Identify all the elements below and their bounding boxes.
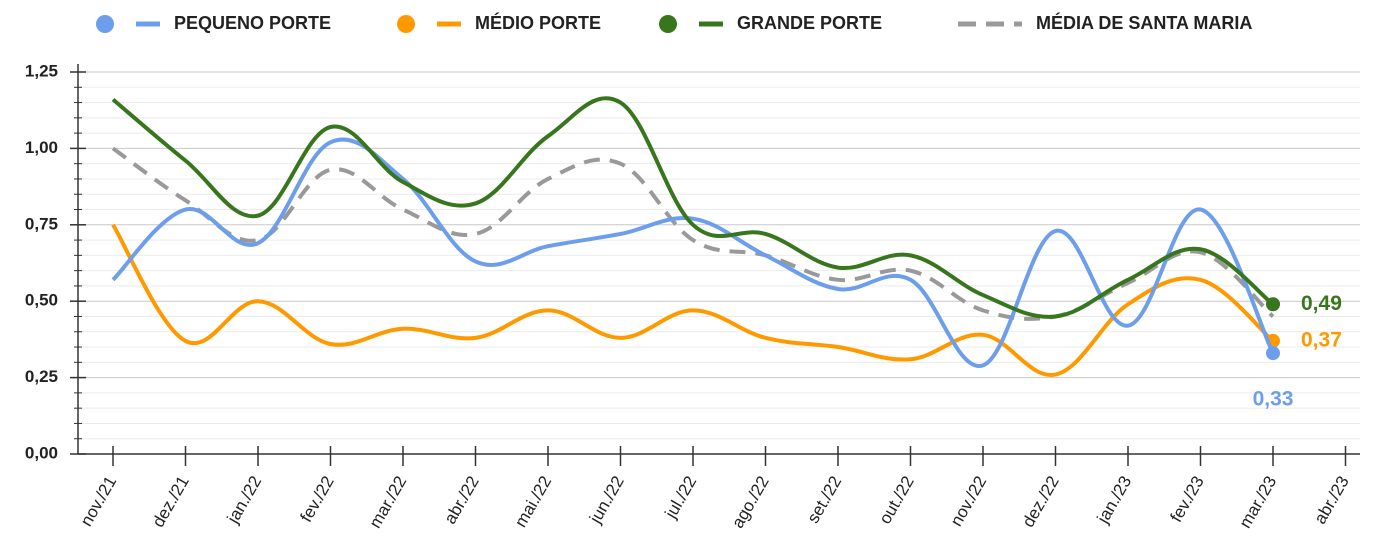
x-tick-label: out./22	[875, 473, 917, 528]
legend-label: GRANDE PORTE	[737, 13, 882, 33]
y-tick-label: 0,75	[25, 214, 58, 233]
legend-label: MÉDIO PORTE	[475, 12, 601, 33]
x-tick-label: abr./22	[440, 473, 482, 528]
legend-label: MÉDIA DE SANTA MARIA	[1036, 12, 1252, 33]
legend-marker	[96, 15, 114, 33]
y-tick-label: 0,50	[25, 291, 58, 310]
series-line	[111, 223, 1275, 377]
legend-marker	[659, 15, 677, 33]
end-marker	[1266, 297, 1280, 312]
y-tick-label: 1,25	[25, 61, 58, 80]
data-label: 0,37	[1301, 328, 1342, 351]
x-tick-label: abr./23	[1310, 473, 1352, 528]
series-line	[111, 96, 1275, 319]
data-label: 0,33	[1253, 388, 1294, 411]
x-tick-label: fev./22	[297, 473, 338, 526]
x-tick-label: mar./22	[366, 473, 411, 532]
end-marker	[1266, 346, 1280, 361]
x-tick-label: nov./21	[77, 473, 121, 530]
x-tick-label: ago./22	[728, 473, 773, 532]
data-label: 0,49	[1301, 292, 1342, 315]
x-tick-label: jul./22	[661, 473, 701, 523]
x-tick-label: fev./23	[1167, 473, 1208, 526]
x-tick-label: dez./22	[1019, 473, 1063, 531]
x-tick-label: set./22	[803, 473, 845, 527]
x-tick-label: jan./23	[1093, 473, 1135, 528]
y-tick-label: 1,00	[25, 138, 58, 157]
x-tick-label: nov./22	[947, 473, 991, 530]
x-tick-label: mai./22	[511, 473, 555, 531]
series-line	[111, 137, 1275, 368]
legend-label: PEQUENO PORTE	[174, 13, 331, 33]
y-tick-label: 0,25	[25, 367, 58, 386]
x-tick-label: jan./22	[223, 473, 265, 528]
legend-marker	[397, 15, 415, 33]
x-tick-label: mar./23	[1236, 473, 1281, 532]
x-tick-label: dez./21	[149, 473, 193, 531]
y-tick-label: 0,00	[25, 443, 58, 462]
x-tick-label: jun./22	[585, 473, 627, 528]
